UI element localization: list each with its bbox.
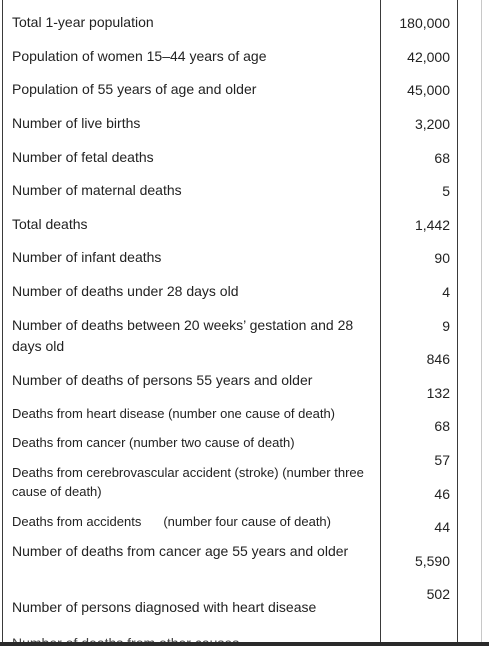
row-value-cancer-deaths: 68 (434, 418, 450, 434)
row-value-heart-disease-deaths: 132 (426, 385, 450, 401)
row-label-deaths-under-28-days: Number of deaths under 28 days old (12, 283, 239, 299)
row-value-perinatal-deaths: 9 (442, 318, 450, 334)
row-value-total-deaths: 1,442 (414, 217, 450, 233)
table-right-border (457, 0, 458, 646)
row-label-accident-deaths-part-a: Deaths from accidents (12, 514, 142, 529)
row-label-live-births: Number of live births (12, 115, 141, 131)
row-label-heart-disease-deaths: Deaths from heart disease (number one ca… (12, 406, 336, 421)
row-label-infant-deaths: Number of infant deaths (12, 249, 162, 265)
row-value-deaths-under-28-days: 4 (442, 284, 450, 300)
row-label-maternal-deaths: Number of maternal deaths (12, 182, 182, 198)
row-label-other-causes: Number of deaths from other causes (12, 635, 240, 646)
row-label-total-population: Total 1-year population (12, 14, 154, 30)
row-value-accident-deaths: 46 (434, 486, 450, 502)
row-value-maternal-deaths: 5 (442, 183, 450, 199)
row-value-population-55-plus: 45,000 (407, 82, 450, 98)
row-label-perinatal-deaths: Number of deaths between 20 weeks’ gesta… (12, 317, 354, 354)
row-label-stroke-deaths: Deaths from cerebrovascular accident (st… (12, 465, 364, 499)
row-label-deaths-55-plus: Number of deaths of persons 55 years and… (12, 372, 313, 388)
row-value-other-causes: 502 (426, 586, 450, 602)
row-label-accident-deaths: Deaths from accidents (number four cause … (12, 512, 372, 531)
table-left-border (2, 0, 3, 646)
row-value-cancer-deaths-55-plus: 44 (434, 519, 450, 535)
row-value-live-births: 3,200 (414, 116, 450, 132)
scrollbar-edge (481, 0, 482, 646)
row-label-accident-deaths-part-b: (number four cause of death) (163, 514, 331, 529)
row-value-heart-disease-diagnosed: 5,590 (414, 553, 450, 569)
row-value-infant-deaths: 90 (434, 250, 450, 266)
row-label-women-15-44: Population of women 15–44 years of age (12, 48, 267, 64)
row-label-fetal-deaths: Number of fetal deaths (12, 149, 154, 165)
row-label-population-55-plus: Population of 55 years of age and older (12, 81, 257, 97)
row-value-total-population: 180,000 (399, 15, 450, 31)
row-value-stroke-deaths: 57 (434, 452, 450, 468)
row-value-women-15-44: 42,000 (407, 49, 450, 65)
row-label-total-deaths: Total deaths (12, 216, 88, 232)
row-value-fetal-deaths: 68 (434, 150, 450, 166)
table-column-divider (380, 0, 381, 646)
row-label-cancer-deaths-55-plus: Number of deaths from cancer age 55 year… (12, 543, 349, 559)
bottom-frame-bar (0, 642, 489, 646)
row-label-heart-disease-diagnosed: Number of persons diagnosed with heart d… (12, 599, 317, 615)
row-value-deaths-55-plus: 846 (426, 351, 450, 367)
row-label-cancer-deaths: Deaths from cancer (number two cause of … (12, 435, 295, 450)
